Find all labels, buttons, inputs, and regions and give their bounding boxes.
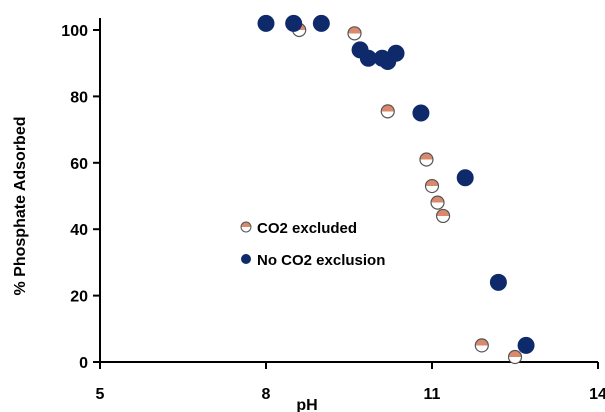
data-point-no-co2-exclusion: [257, 14, 275, 32]
legend: CO2 excluded No CO2 exclusion: [240, 220, 385, 269]
data-point-co2-excluded: [474, 338, 489, 353]
data-point-co2-excluded: [430, 195, 445, 210]
data-point-co2-excluded: [424, 178, 440, 194]
axes: [99, 18, 598, 363]
y-tick-label: 80: [70, 89, 88, 106]
legend-label-no-co2-exclusion: No CO2 exclusion: [257, 252, 385, 269]
data-point-no-co2-exclusion: [285, 14, 303, 32]
data-point-co2-excluded: [380, 104, 395, 119]
y-axis-title: % Phosphate Adsorbed: [12, 117, 29, 296]
x-tick-label: 11: [424, 386, 441, 403]
x-axis-title: pH: [296, 397, 317, 412]
data-points: [257, 14, 535, 365]
data-point-co2-excluded: [507, 349, 523, 365]
y-tick-label: 20: [70, 289, 88, 306]
data-point-co2-excluded: [419, 152, 434, 167]
data-point-no-co2-exclusion: [312, 14, 330, 32]
data-point-no-co2-exclusion: [456, 169, 474, 187]
ticks: 0 20 40 60 80 100 5 8 11 14: [61, 23, 605, 403]
data-point-co2-excluded: [347, 26, 362, 41]
y-tick-label: 0: [79, 355, 88, 372]
y-tick-label: 100: [61, 23, 88, 40]
data-point-co2-excluded: [435, 208, 451, 224]
y-tick-label: 40: [70, 222, 88, 239]
x-tick-label: 8: [262, 386, 271, 403]
data-point-no-co2-exclusion: [412, 104, 430, 122]
data-point-no-co2-exclusion: [489, 273, 507, 291]
legend-marker-co2-excluded-icon: [240, 221, 252, 233]
legend-marker-no-co2-exclusion-icon: [241, 254, 251, 264]
y-tick-label: 60: [70, 156, 88, 173]
data-point-no-co2-exclusion: [387, 44, 405, 62]
x-tick-label: 14: [589, 386, 605, 403]
x-tick-label: 5: [96, 386, 105, 403]
legend-label-co2-excluded: CO2 excluded: [257, 220, 357, 237]
data-point-no-co2-exclusion: [517, 336, 535, 354]
